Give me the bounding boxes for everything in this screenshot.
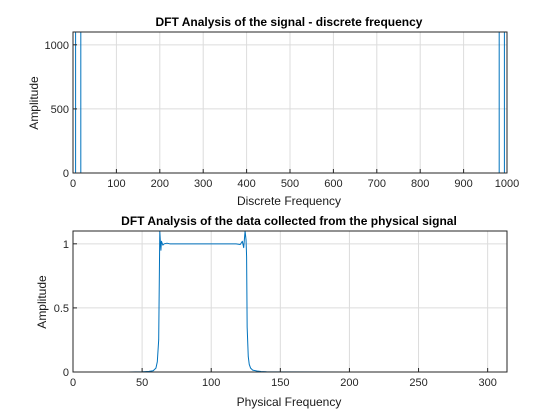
x-tick-label: 250 <box>409 377 427 389</box>
x-tick-label: 150 <box>271 377 289 389</box>
y-tick-label: 1 <box>63 239 69 251</box>
x-tick-label: 400 <box>237 178 255 190</box>
series-line <box>73 230 507 373</box>
x-tick-label: 200 <box>340 377 358 389</box>
series-layer <box>73 230 507 373</box>
y-tick-label: 0 <box>63 367 69 379</box>
chart-physical-frequency: DFT Analysis of the data collected from … <box>35 214 508 409</box>
x-axis-label: Discrete Frequency <box>237 194 341 208</box>
tick-labels: 0 100 200 300 400 500 600 700 800 900 1000 0 500 1000 <box>45 40 520 190</box>
x-tick-label: 300 <box>478 377 496 389</box>
x-tick-label: 100 <box>202 377 220 389</box>
x-tick-label: 900 <box>454 178 472 190</box>
chart-title: DFT Analysis of the signal - discrete fr… <box>156 15 423 29</box>
tick-labels: 0 50 100 150 200 250 300 0 0.5 1 <box>54 239 497 389</box>
grid <box>72 231 507 373</box>
y-axis-label: Amplitude <box>35 275 49 329</box>
x-tick-label: 200 <box>151 178 169 190</box>
chart-discrete-frequency: DFT Analysis of the signal - discrete fr… <box>27 15 519 208</box>
x-tick-label: 500 <box>281 178 299 190</box>
y-tick-label: 1000 <box>45 40 69 52</box>
grid <box>72 32 508 174</box>
plot-frame <box>72 230 508 373</box>
y-tick-label: 0.5 <box>54 303 69 315</box>
x-tick-label: 700 <box>368 178 386 190</box>
x-tick-label: 100 <box>107 178 125 190</box>
y-tick-label: 0 <box>63 168 69 180</box>
x-tick-label: 50 <box>136 377 148 389</box>
x-tick-label: 1000 <box>495 178 519 190</box>
x-tick-label: 0 <box>70 178 76 190</box>
x-tick-label: 800 <box>411 178 429 190</box>
x-tick-label: 600 <box>324 178 342 190</box>
y-tick-label: 500 <box>51 104 69 116</box>
chart-title: DFT Analysis of the data collected from … <box>121 214 457 228</box>
x-tick-label: 300 <box>194 178 212 190</box>
y-axis-label: Amplitude <box>27 76 41 130</box>
x-tick-label: 0 <box>70 377 76 389</box>
x-axis-label: Physical Frequency <box>237 395 342 409</box>
